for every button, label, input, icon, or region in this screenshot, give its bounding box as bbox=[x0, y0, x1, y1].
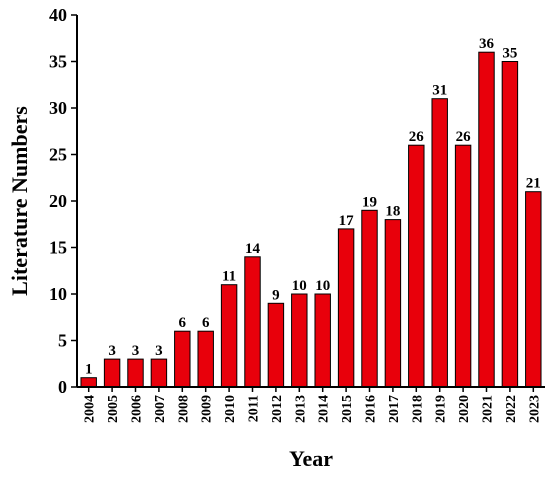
data-label-2016: 19 bbox=[362, 194, 377, 210]
bar-2015 bbox=[337, 228, 355, 388]
x-tick-label-2013: 2013 bbox=[293, 395, 308, 423]
y-tick-label-35: 35 bbox=[49, 52, 67, 72]
x-tick-label-2008: 2008 bbox=[176, 395, 191, 423]
bars-group bbox=[80, 51, 542, 388]
x-ticks-group: 2004 2005 2006 2007 2008 2009 2010 2011 2012 2013… bbox=[83, 387, 542, 423]
bar-2022 bbox=[501, 61, 519, 388]
data-label-2006: 3 bbox=[132, 343, 140, 359]
bar-2014 bbox=[314, 293, 331, 388]
data-label-2015: 17 bbox=[339, 213, 355, 229]
data-label-2010: 11 bbox=[222, 269, 236, 285]
data-label-2009: 6 bbox=[202, 315, 210, 331]
bar-2016 bbox=[361, 209, 378, 388]
bar-2005 bbox=[103, 358, 121, 388]
bar-2004 bbox=[80, 377, 97, 388]
x-tick-label-2014: 2014 bbox=[317, 395, 332, 423]
y-tick-label-25: 25 bbox=[49, 145, 67, 165]
bar-2012 bbox=[267, 302, 285, 388]
x-tick-label-2007: 2007 bbox=[153, 395, 168, 423]
data-label-2005: 3 bbox=[108, 343, 116, 359]
y-tick-label-20: 20 bbox=[49, 191, 67, 211]
y-tick-label-5: 5 bbox=[58, 331, 67, 351]
bar-2019 bbox=[431, 98, 448, 388]
x-axis-title: Year bbox=[289, 446, 333, 471]
x-tick-label-2015: 2015 bbox=[340, 395, 355, 423]
x-tick-label-2009: 2009 bbox=[200, 395, 215, 423]
x-tick-label-2022: 2022 bbox=[504, 395, 519, 423]
data-label-2018: 26 bbox=[409, 129, 425, 145]
y-tick-label-15: 15 bbox=[49, 238, 67, 258]
x-tick-label-2004: 2004 bbox=[83, 395, 98, 423]
x-tick-label-2011: 2011 bbox=[247, 395, 262, 422]
bar-2011 bbox=[244, 256, 261, 388]
y-axis-title: Literature Numbers bbox=[7, 106, 32, 296]
x-tick-label-2016: 2016 bbox=[364, 395, 379, 423]
bar-2006 bbox=[127, 358, 144, 388]
data-label-2017: 18 bbox=[385, 204, 400, 220]
x-tick-label-2018: 2018 bbox=[410, 395, 425, 423]
x-tick-label-2006: 2006 bbox=[130, 395, 145, 423]
data-label-2021: 36 bbox=[479, 36, 495, 52]
x-tick-label-2023: 2023 bbox=[527, 395, 542, 423]
data-label-2014: 10 bbox=[315, 278, 330, 294]
bar-2008 bbox=[174, 330, 191, 388]
bar-2023 bbox=[525, 191, 542, 388]
bar-2018 bbox=[408, 144, 425, 388]
data-label-2019: 31 bbox=[432, 83, 447, 99]
data-label-2004: 1 bbox=[85, 362, 93, 378]
bar-2007 bbox=[150, 358, 168, 388]
bar-2020 bbox=[454, 144, 472, 388]
x-tick-label-2012: 2012 bbox=[270, 395, 285, 423]
bar-2009 bbox=[197, 330, 214, 388]
x-tick-label-2020: 2020 bbox=[457, 395, 472, 423]
data-label-2011: 14 bbox=[245, 241, 261, 257]
bar-2013 bbox=[291, 293, 308, 388]
y-tick-label-30: 30 bbox=[49, 98, 67, 118]
data-label-2012: 9 bbox=[272, 287, 280, 303]
x-tick-label-2005: 2005 bbox=[106, 395, 121, 423]
x-tick-label-2019: 2019 bbox=[434, 395, 449, 423]
data-label-2007: 3 bbox=[155, 343, 163, 359]
x-tick-label-2010: 2010 bbox=[223, 395, 238, 423]
y-ticks-group: 0 5 10 15 20 25 30 35 40 bbox=[49, 5, 77, 397]
y-tick-label-0: 0 bbox=[58, 377, 67, 397]
data-label-2020: 26 bbox=[456, 129, 472, 145]
bar-2021 bbox=[478, 51, 495, 388]
data-label-2008: 6 bbox=[179, 315, 187, 331]
data-label-2023: 21 bbox=[526, 176, 541, 192]
y-tick-label-40: 40 bbox=[49, 5, 67, 25]
data-label-2022: 35 bbox=[502, 46, 517, 62]
bar-2017 bbox=[384, 219, 402, 388]
bar-2010 bbox=[220, 284, 238, 388]
data-label-2013: 10 bbox=[292, 278, 307, 294]
y-tick-label-10: 10 bbox=[49, 284, 67, 304]
x-tick-label-2017: 2017 bbox=[387, 395, 402, 423]
x-tick-label-2021: 2021 bbox=[481, 395, 496, 423]
